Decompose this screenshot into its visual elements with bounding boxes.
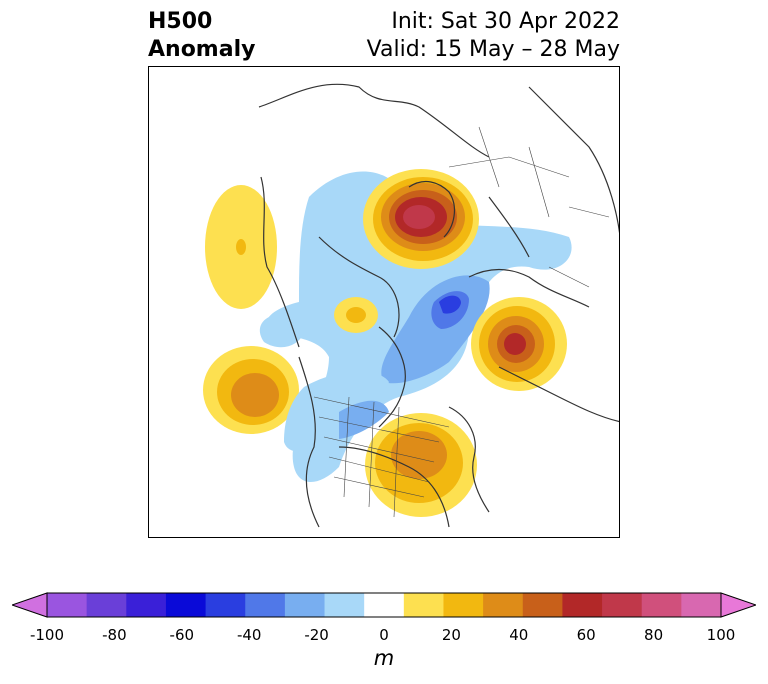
colorbar-tick-label: -60 bbox=[169, 626, 195, 644]
colorbar-cell bbox=[284, 593, 326, 617]
colorbar-cell bbox=[681, 593, 722, 617]
colorbar-extend-min bbox=[12, 592, 48, 618]
colorbar-outline bbox=[46, 592, 722, 618]
title-line1: H500 bbox=[148, 9, 213, 34]
colorbar-tick-label: -40 bbox=[236, 626, 262, 644]
colorbar-cell bbox=[324, 593, 365, 617]
colorbar-tick-label: -20 bbox=[304, 626, 329, 644]
colorbar-units: m bbox=[373, 646, 395, 670]
colorbar-tick-label: 0 bbox=[379, 626, 389, 644]
title-line2: Anomaly bbox=[148, 37, 256, 62]
map-panel bbox=[148, 66, 620, 538]
colorbar-cell bbox=[562, 593, 603, 617]
colorbar-cell bbox=[364, 593, 405, 617]
anomaly-trough-band bbox=[259, 171, 572, 482]
colorbar-cell bbox=[47, 593, 88, 617]
colorbar-tick-label: 20 bbox=[441, 626, 461, 644]
anomaly-ridge-ne-canada bbox=[363, 169, 479, 269]
anomaly-ridge-ural bbox=[471, 297, 567, 391]
colorbar-tick-label: 40 bbox=[509, 626, 529, 644]
colorbar-cell bbox=[205, 593, 246, 617]
colorbar-cell bbox=[443, 593, 484, 617]
anomaly-map bbox=[203, 83, 619, 528]
colorbar-tick-label: -100 bbox=[29, 626, 65, 644]
colorbar-extend-max bbox=[720, 592, 756, 618]
colorbar-cell bbox=[245, 593, 286, 617]
map-title: H500 Anomaly bbox=[148, 8, 255, 64]
colorbar-cell bbox=[403, 593, 444, 617]
colorbar-cell bbox=[522, 593, 563, 617]
borders bbox=[313, 126, 610, 518]
colorbar-tick-label: 60 bbox=[576, 626, 596, 644]
colorbar bbox=[12, 592, 756, 618]
map-dates: Init: Sat 30 Apr 2022 Valid: 15 May – 28… bbox=[367, 8, 620, 64]
colorbar-cell bbox=[86, 593, 127, 617]
anomaly-ridge-arctic bbox=[334, 297, 378, 333]
colorbar-cells bbox=[12, 592, 756, 618]
colorbar-cell bbox=[165, 593, 207, 617]
coastlines bbox=[258, 83, 619, 528]
colorbar-cell bbox=[483, 593, 524, 617]
colorbar-tick-label: 80 bbox=[644, 626, 664, 644]
anomaly-ridge-north-pacific bbox=[203, 346, 299, 434]
valid-range: Valid: 15 May – 28 May bbox=[366, 37, 620, 62]
colorbar-tick-label: -80 bbox=[102, 626, 127, 644]
anomaly-ridge-eastern-us bbox=[365, 413, 477, 517]
init-date: Init: Sat 30 Apr 2022 bbox=[391, 9, 620, 34]
colorbar-tick-label: 100 bbox=[706, 626, 736, 644]
colorbar-cell bbox=[602, 593, 643, 617]
colorbar-cell bbox=[126, 593, 167, 617]
colorbar-cell bbox=[641, 593, 682, 617]
anomaly-ridge-alaska bbox=[205, 185, 277, 309]
